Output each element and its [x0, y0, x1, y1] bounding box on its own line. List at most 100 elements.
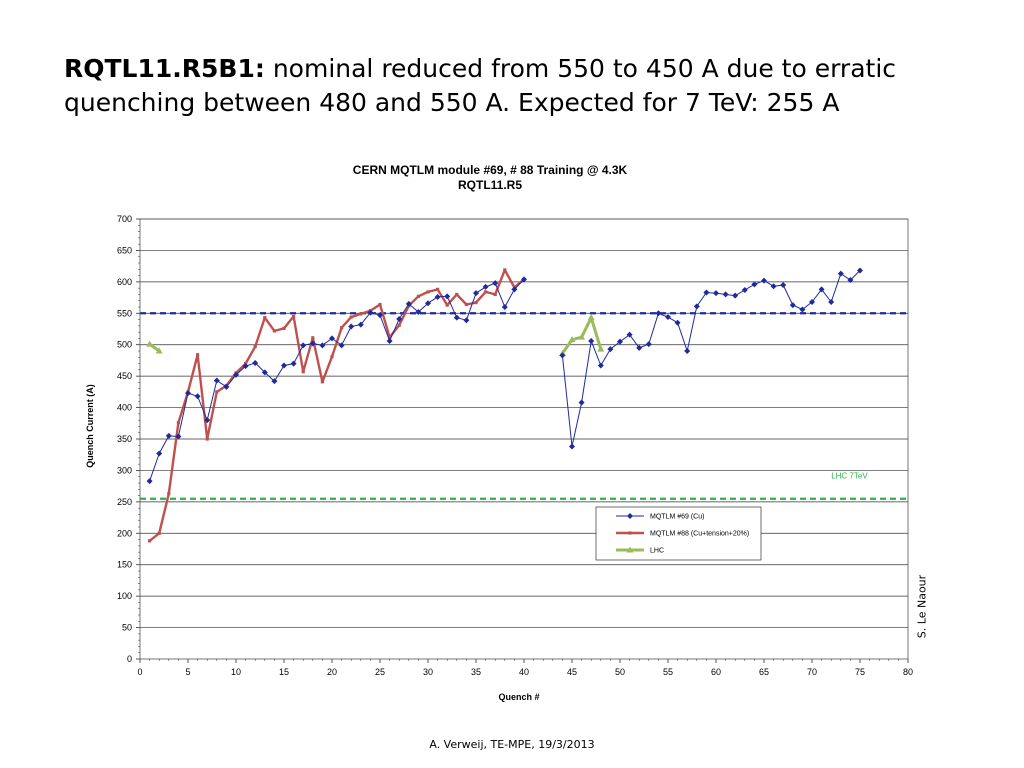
series-0-point [761, 277, 767, 284]
series-0-point [367, 309, 374, 316]
series-2-point [597, 345, 605, 352]
author-credit: S. Le Naour [915, 574, 929, 639]
series-1-point [196, 353, 200, 357]
series-0-point [780, 282, 787, 288]
series-0-point [252, 359, 259, 366]
series-0-point [578, 399, 585, 406]
series-0-point [156, 450, 163, 457]
y-axis-label: Quench Current (A) [85, 384, 95, 468]
series-0-point [770, 283, 777, 290]
footer: A. Verweij, TE-MPE, 19/3/2013 [429, 738, 595, 751]
series-1-point [340, 326, 344, 330]
legend-swatch-marker [627, 513, 633, 519]
y-tick-label: 350 [117, 434, 132, 444]
y-tick-label: 650 [117, 245, 132, 255]
y-tick-label: 250 [117, 497, 132, 507]
series-0-point [751, 281, 758, 288]
x-tick-label: 30 [423, 667, 433, 677]
axes: 0501001502002503003504004505005506006507… [117, 214, 913, 677]
series-1-point [301, 370, 305, 374]
series-0-point [425, 300, 431, 307]
y-tick-label: 600 [117, 277, 132, 287]
series-0-point [713, 290, 719, 297]
series-0-point [482, 283, 489, 290]
series-0-point [617, 338, 623, 345]
series-1-point [292, 314, 296, 319]
series-1-point [272, 329, 276, 333]
series-0-line [561, 270, 861, 447]
series-0-point [338, 342, 345, 349]
x-tick-label: 5 [185, 667, 190, 677]
x-tick-label: 25 [375, 667, 385, 677]
series-0-point [233, 371, 239, 378]
series-0-point [501, 304, 508, 310]
x-tick-label: 60 [711, 667, 721, 677]
series-1-line [148, 268, 525, 542]
series-1-point [359, 312, 363, 316]
series-0-point [377, 312, 383, 319]
series-0-point [165, 432, 172, 439]
y-tick-label: 700 [117, 214, 132, 224]
series-0-point [194, 393, 201, 400]
x-tick-label: 50 [615, 667, 625, 677]
chart-subtitle: RQTL11.R5 [458, 178, 522, 192]
series-1-point [157, 531, 161, 535]
series-0-point [818, 286, 825, 293]
series-1-point [455, 292, 459, 297]
series-0-point [300, 342, 307, 349]
series-0-point [309, 340, 316, 347]
y-tick-label: 150 [117, 560, 132, 570]
y-tick-label: 100 [117, 591, 132, 601]
series-1-point [148, 539, 152, 543]
slide-title-bold: RQTL11.R5B1: [64, 54, 265, 83]
series-1-point [320, 380, 324, 384]
series-1-point [397, 323, 401, 327]
series-1 [148, 268, 526, 543]
series-0-point [847, 276, 854, 283]
series-0-point [386, 337, 393, 344]
series-0-point [828, 298, 835, 305]
chart-title: CERN MQTLM module #69, # 88 Training @ 4… [353, 163, 628, 177]
series-0-point [693, 303, 700, 310]
x-tick-label: 45 [567, 667, 577, 677]
series-1-point [493, 292, 497, 297]
series-0-point [588, 337, 595, 344]
series-0-point [223, 383, 230, 390]
series-layer [146, 267, 863, 543]
series-0-point [348, 323, 355, 330]
series-0-point [415, 309, 422, 316]
series-0-point [261, 369, 268, 376]
y-tick-label: 500 [117, 340, 132, 350]
series-1-point [416, 294, 420, 298]
series-2-point [578, 333, 586, 340]
series-1-point [445, 303, 449, 307]
series-1-point [378, 302, 382, 307]
x-tick-label: 20 [327, 667, 337, 677]
series-0-point [463, 317, 470, 324]
series-1-point [426, 290, 430, 294]
series-0-point [396, 315, 403, 322]
series-0-point [319, 342, 326, 349]
series-1-point [282, 326, 286, 330]
series-1-point [205, 437, 209, 441]
series-0-point [444, 293, 451, 300]
series-0-point [204, 417, 211, 424]
series-0-point [722, 291, 729, 298]
legend-label: MQTLM #69 (Cu) [650, 514, 704, 521]
series-0-point [405, 300, 412, 307]
series-0-point [837, 270, 844, 277]
series-0-point [789, 302, 796, 309]
x-tick-label: 75 [855, 667, 865, 677]
series-0-point [492, 280, 499, 287]
series-0-point [242, 363, 249, 370]
legend-swatch-marker [628, 531, 632, 535]
series-0 [146, 267, 863, 485]
x-tick-label: 65 [759, 667, 769, 677]
series-0-point [645, 341, 652, 348]
series-0-line [149, 278, 525, 482]
series-1-point [253, 345, 257, 349]
legend: MQTLM #69 (Cu) MQTLM #88 (Cu+tension+20%)… [595, 506, 762, 561]
series-0-point [175, 433, 182, 440]
series-0-point [559, 352, 566, 359]
series-0-point [146, 478, 153, 485]
